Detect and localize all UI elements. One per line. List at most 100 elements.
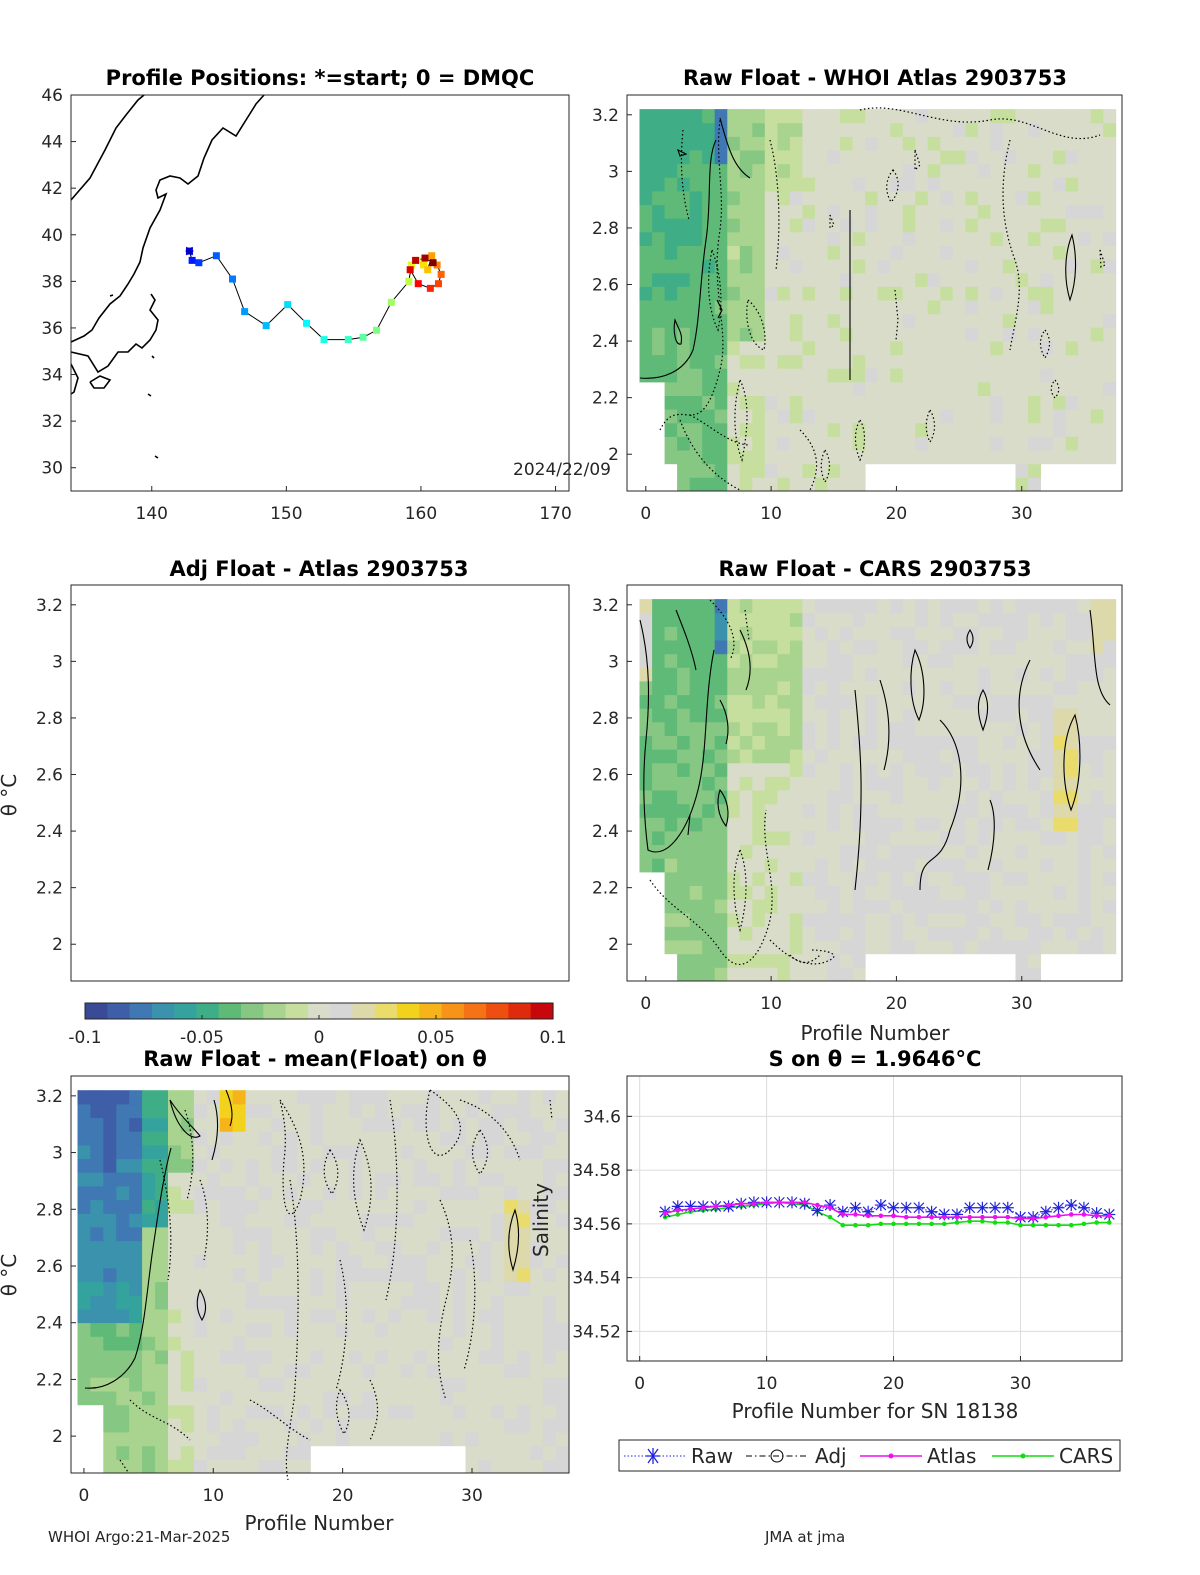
heatmap-cell <box>815 409 828 424</box>
heatmap-cell <box>517 1199 531 1214</box>
heatmap-cell <box>465 1295 479 1310</box>
heatmap-cell <box>764 272 778 287</box>
heatmap-cell <box>349 1254 363 1269</box>
heatmap-cell <box>336 1158 350 1173</box>
heatmap-cell <box>927 762 941 777</box>
x-tick-label: 30 <box>1011 504 1033 524</box>
heatmap-cell <box>977 653 991 668</box>
heatmap-cell <box>815 477 828 492</box>
heatmap-cell <box>439 1240 453 1255</box>
heatmap-cell <box>727 204 741 219</box>
profile-position-marker <box>426 284 434 292</box>
heatmap-cell <box>375 1281 389 1296</box>
heatmap-cell <box>764 354 778 369</box>
heatmap-cell <box>940 735 954 750</box>
heatmap-cell <box>840 871 853 886</box>
heatmap-cell <box>1103 776 1117 791</box>
heatmap-cell <box>323 1350 337 1365</box>
heatmap-cell <box>952 844 966 859</box>
heatmap-cell <box>245 1172 259 1187</box>
heatmap-cell <box>116 1226 130 1242</box>
heatmap-cell <box>789 721 803 736</box>
heatmap-cell <box>1028 327 1041 342</box>
heatmap-cell <box>1090 599 1104 614</box>
heatmap-cell <box>777 912 791 927</box>
heatmap-cell <box>802 790 816 805</box>
heatmap-cell <box>180 1404 195 1419</box>
heatmap-cell <box>168 1418 182 1433</box>
heatmap-cell <box>400 1377 415 1392</box>
heatmap-cell <box>990 368 1004 383</box>
heatmap-cell <box>362 1172 376 1187</box>
heatmap-cell <box>349 1322 363 1337</box>
heatmap-cell <box>689 844 703 859</box>
heatmap-cell <box>1002 368 1016 383</box>
heatmap-cell <box>258 1144 272 1160</box>
heatmap-cell <box>426 1199 441 1214</box>
heatmap-cell <box>517 1377 531 1392</box>
adj-atlas-panel: Adj Float - Atlas 2903753 22.22.42.62.83… <box>0 557 570 982</box>
heatmap-cell <box>977 667 991 682</box>
heatmap-cell <box>952 163 966 178</box>
heatmap-cell <box>1065 831 1079 846</box>
heatmap-cell <box>1002 218 1016 233</box>
heatmap-cell <box>206 1281 221 1296</box>
heatmap-cell <box>652 708 666 723</box>
heatmap-cell <box>271 1131 285 1146</box>
heatmap-cell <box>752 817 766 832</box>
heatmap-cell <box>652 640 666 655</box>
heatmap-cell <box>413 1226 428 1242</box>
heatmap-cell <box>1053 354 1067 369</box>
heatmap-cell <box>977 286 991 301</box>
heatmap-cell <box>491 1350 505 1365</box>
heatmap-cell <box>1065 749 1079 764</box>
heatmap-cell <box>1103 354 1117 369</box>
heatmap-cell <box>977 422 991 437</box>
heatmap-cell <box>977 776 991 791</box>
heatmap-cell <box>336 1199 350 1214</box>
heatmap-cell <box>77 1254 91 1269</box>
heatmap-cell <box>90 1090 104 1105</box>
heatmap-cell <box>1002 899 1016 914</box>
heatmap-cell <box>1090 776 1104 791</box>
heatmap-cell <box>142 1350 156 1365</box>
heatmap-cell <box>478 1418 492 1433</box>
heatmap-cell <box>827 926 841 941</box>
heatmap-cell <box>689 885 703 900</box>
heatmap-cell <box>1065 122 1079 137</box>
cars-point <box>1056 1222 1061 1228</box>
heatmap-cell <box>865 612 879 627</box>
cars-point <box>840 1222 846 1228</box>
heatmap-cell <box>652 626 666 641</box>
heatmap-cell <box>349 1267 363 1283</box>
heatmap-cell <box>877 272 891 287</box>
heatmap-cell <box>530 1322 544 1337</box>
heatmap-cell <box>297 1336 311 1351</box>
heatmap-cell <box>1090 871 1104 886</box>
heatmap-cell <box>491 1213 505 1228</box>
heatmap-cell <box>915 612 929 627</box>
heatmap-cell <box>504 1281 518 1296</box>
heatmap-cell <box>1040 409 1054 424</box>
heatmap-cell <box>232 1185 247 1201</box>
heatmap-cell <box>180 1226 195 1242</box>
heatmap-cell <box>271 1117 285 1132</box>
heatmap-cell <box>323 1226 337 1242</box>
heatmap-cell <box>323 1267 337 1283</box>
heatmap-cell <box>877 218 891 233</box>
heatmap-cell <box>400 1172 415 1187</box>
heatmap-cell <box>702 721 716 736</box>
heatmap-cell <box>439 1199 453 1214</box>
heatmap-cell <box>890 313 904 328</box>
heatmap-cell <box>1028 395 1041 410</box>
heatmap-cell <box>877 776 891 791</box>
heatmap-cell <box>639 612 653 627</box>
heatmap-cell <box>103 1090 117 1105</box>
heatmap-cell <box>689 177 703 192</box>
profile-position-marker <box>212 252 220 260</box>
heatmap-cell <box>827 953 841 968</box>
heatmap-cell <box>714 136 728 151</box>
heatmap-cell <box>789 177 803 192</box>
atlas-point <box>1081 1212 1087 1217</box>
heatmap-cell <box>727 762 741 777</box>
